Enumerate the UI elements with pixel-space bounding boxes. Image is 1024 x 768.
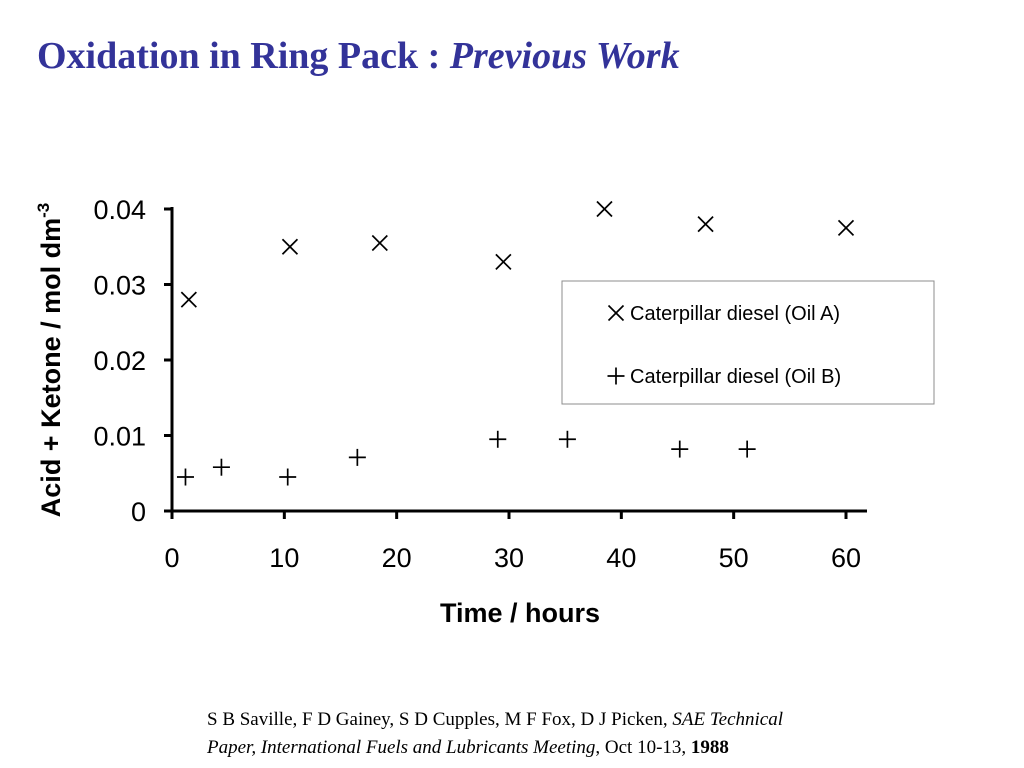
legend-label-oil-b: Caterpillar diesel (Oil B): [630, 366, 841, 388]
data-point: [371, 234, 388, 252]
data-point: [596, 200, 613, 218]
legend-box: [561, 280, 935, 405]
data-point: [495, 253, 512, 270]
x-axis-label: Time / hours: [440, 598, 600, 628]
slide-title-italic: Previous Work: [449, 35, 680, 77]
citation-date: , Oct 10-13,: [595, 737, 691, 758]
data-point: [671, 440, 689, 458]
marker-stroke: [607, 304, 625, 322]
x-tick-label: 60: [831, 543, 861, 573]
y-tick-label: 0.03: [93, 271, 146, 301]
marker-stroke: [281, 238, 299, 255]
y-axis-label-main: Acid + Ketone / mol dm: [36, 218, 66, 517]
marker-stroke: [180, 291, 197, 308]
x-tick-label: 30: [494, 543, 524, 573]
data-point: [558, 430, 576, 448]
chart-series: [176, 200, 855, 486]
slide-title-main: Oxidation in Ring Pack :: [37, 35, 450, 77]
data-point: [348, 448, 366, 466]
y-tick-label: 0: [131, 497, 146, 527]
x-tick-label: 40: [606, 543, 636, 573]
x-tick-label: 20: [382, 543, 412, 573]
citation-authors: S B Saville, F D Gainey, S D Cupples, M …: [207, 709, 673, 730]
chart-tick-labels: 0 10 20 30 40 50 60 0 0.01 0.02 0.03 0.04: [93, 195, 861, 573]
x-tick-label: 0: [164, 543, 179, 573]
citation-venue-part2: Paper, International Fuels and Lubricant…: [207, 737, 596, 758]
chart-legend: Caterpillar diesel (Oil A) Caterpillar di…: [561, 280, 935, 405]
marker-stroke: [596, 200, 613, 218]
marker-stroke: [697, 215, 714, 233]
legend-marker-oil-a: [607, 304, 625, 322]
series-oil-a: [180, 200, 855, 308]
x-tick-label: 10: [269, 543, 299, 573]
x-tick-label: 50: [719, 543, 749, 573]
legend-label-oil-a: Caterpillar diesel (Oil A): [630, 303, 840, 325]
y-tick-label: 0.04: [93, 195, 146, 225]
scatter-chart: 0 10 20 30 40 50 60 0 0.01 0.02 0.03 0.04 Time / ho…: [34, 195, 935, 628]
data-point: [281, 238, 299, 255]
data-point: [279, 468, 297, 486]
data-point: [212, 458, 230, 476]
data-point: [489, 430, 507, 448]
y-axis-label-superscript: -3: [34, 203, 53, 218]
citation-year: 1988: [690, 737, 729, 758]
chart-ticks: [164, 207, 848, 519]
y-tick-label: 0.02: [93, 346, 146, 376]
y-tick-label: 0.01: [93, 422, 146, 452]
slide-title: Oxidation in Ring Pack : Previous Work: [37, 35, 680, 78]
marker-stroke: [495, 253, 512, 270]
citation: S B Saville, F D Gainey, S D Cupples, M …: [207, 706, 1007, 762]
data-point: [837, 219, 855, 236]
y-axis-label: Acid + Ketone / mol dm-3: [34, 203, 66, 517]
citation-venue-part1: SAE Technical: [672, 709, 784, 730]
marker-stroke: [837, 219, 855, 236]
legend-marker-oil-b: [607, 367, 625, 385]
series-oil-b: [176, 430, 756, 486]
data-point: [176, 468, 194, 486]
data-point: [738, 440, 756, 458]
data-point: [697, 215, 714, 233]
data-point: [180, 291, 197, 308]
marker-stroke: [371, 234, 388, 252]
